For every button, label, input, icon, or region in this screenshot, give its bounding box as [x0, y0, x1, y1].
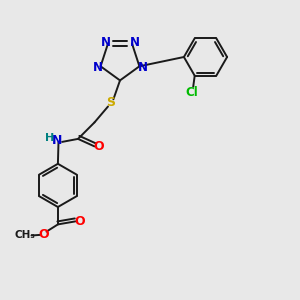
Text: N: N	[100, 36, 111, 49]
Text: O: O	[74, 215, 85, 228]
Text: S: S	[106, 96, 116, 110]
Text: H: H	[46, 133, 55, 143]
Text: N: N	[129, 36, 140, 49]
Text: CH₃: CH₃	[14, 230, 35, 241]
Text: O: O	[94, 140, 104, 153]
Text: Cl: Cl	[185, 86, 198, 99]
Text: N: N	[93, 61, 103, 74]
Text: N: N	[52, 134, 62, 148]
Text: N: N	[137, 61, 147, 74]
Text: O: O	[38, 227, 49, 241]
